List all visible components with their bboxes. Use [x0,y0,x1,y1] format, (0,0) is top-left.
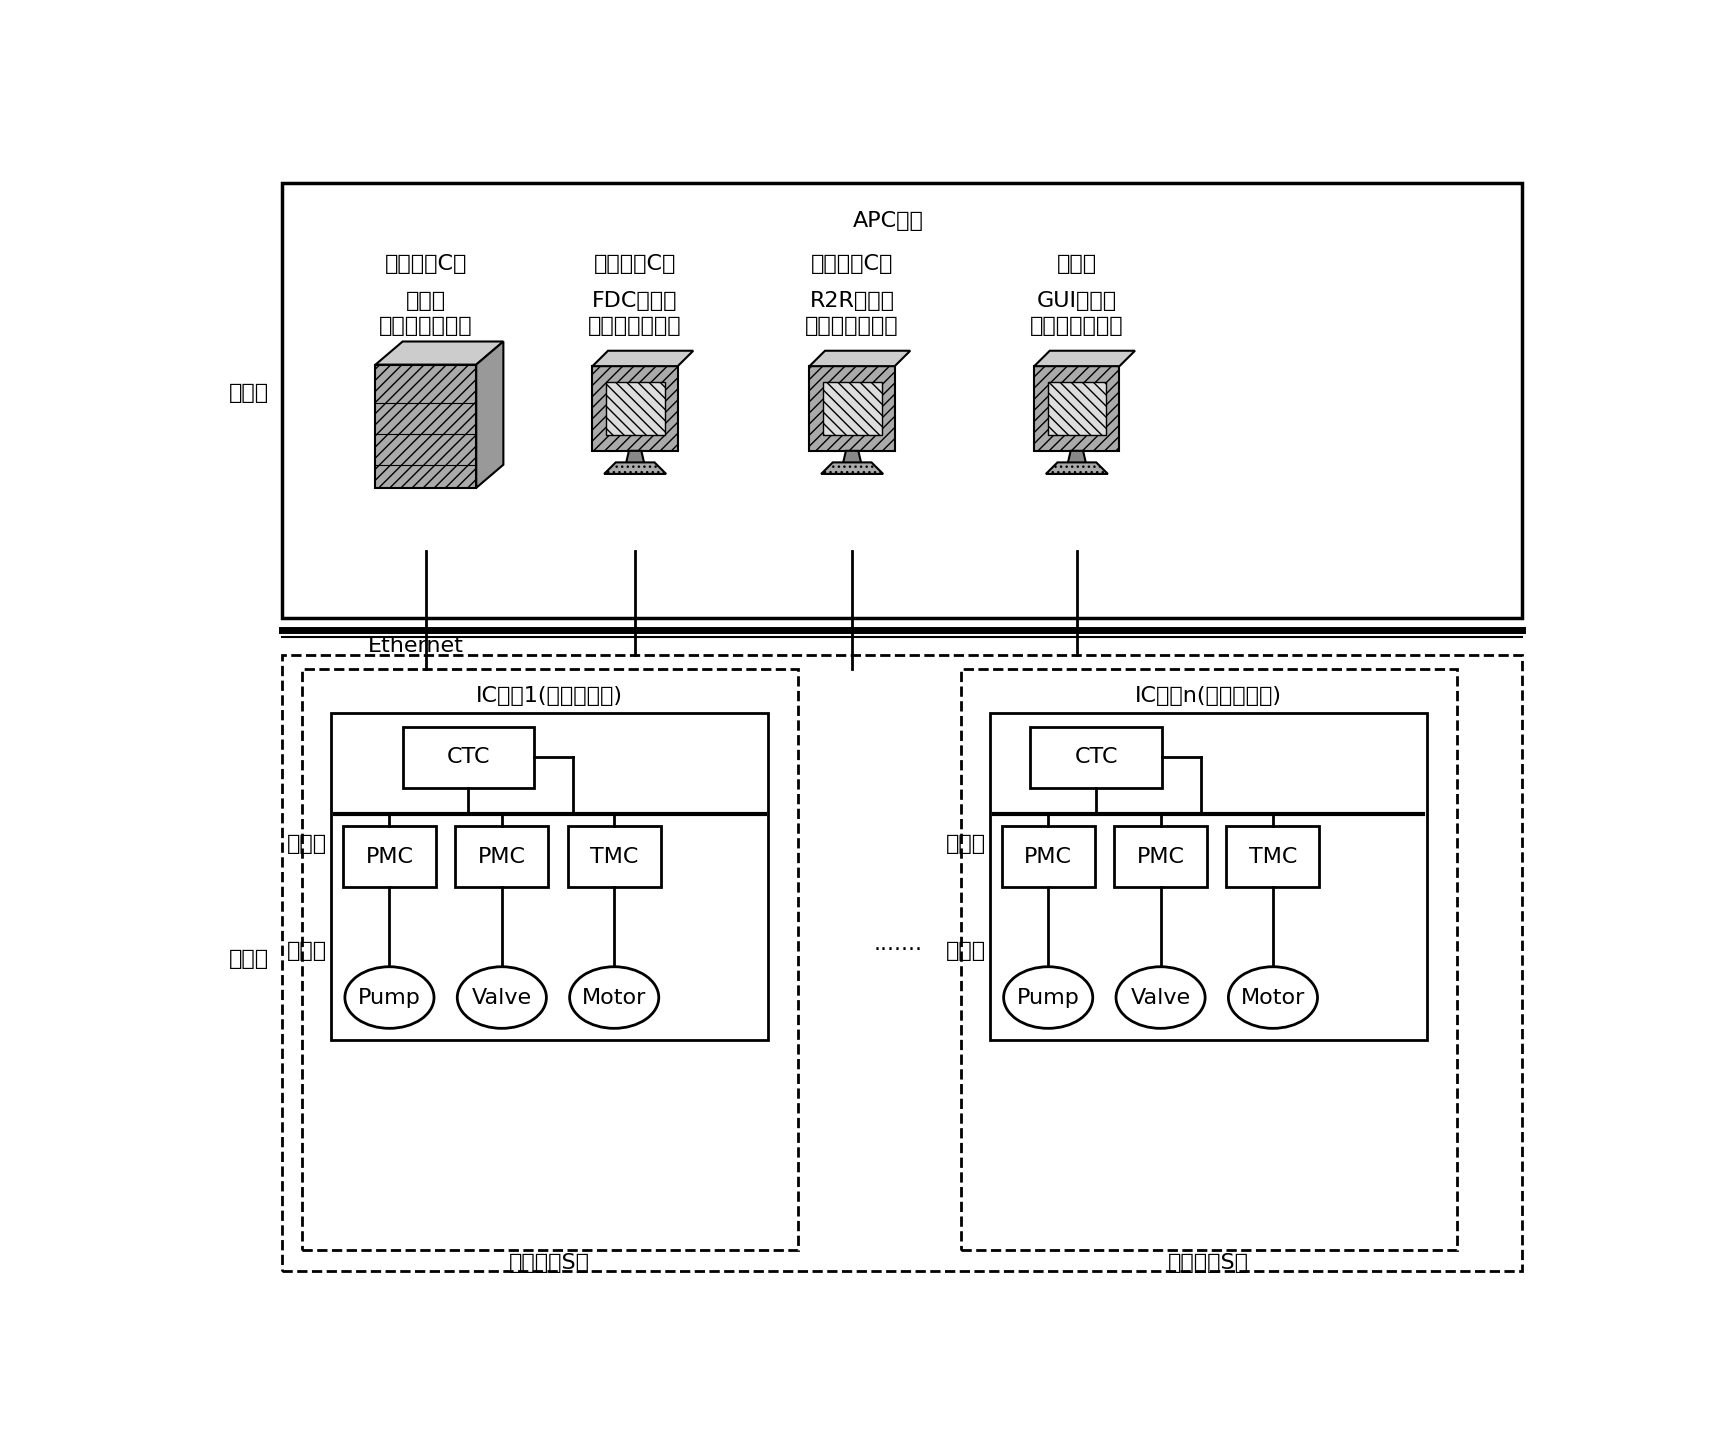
Bar [1034,366,1119,451]
Bar [331,712,767,1040]
Text: 从设备（S）: 从设备（S） [509,1253,591,1273]
Text: （数据消费者）: （数据消费者） [805,315,899,336]
Bar [1114,826,1207,887]
Text: Pump: Pump [1017,987,1079,1007]
Text: 从设备（S）: 从设备（S） [1167,1253,1249,1273]
Bar [402,726,533,789]
Text: 装备层: 装备层 [229,949,268,969]
Text: （数据消费者）: （数据消费者） [379,315,473,336]
Polygon shape [1046,463,1107,475]
Polygon shape [476,341,502,488]
Polygon shape [376,341,502,365]
Text: Ethernet: Ethernet [367,637,464,657]
Text: 主设备: 主设备 [1057,255,1096,275]
Text: 控制层: 控制层 [288,833,327,854]
Polygon shape [624,451,646,475]
Bar [809,366,894,451]
Text: .......: ....... [873,933,923,954]
Polygon shape [840,451,863,475]
Text: 数据库: 数据库 [405,291,445,311]
Text: PMC: PMC [478,846,525,867]
Bar [343,826,436,887]
Bar [376,365,476,488]
Polygon shape [809,350,909,366]
Text: PMC: PMC [1136,846,1185,867]
Text: （数据消费者）: （数据消费者） [1029,315,1122,336]
Bar [301,669,797,1250]
Bar [568,826,660,887]
Text: TMC: TMC [589,846,637,867]
Text: IC装备n(数据提供者): IC装备n(数据提供者) [1134,686,1282,706]
Text: CTC: CTC [447,747,490,767]
Bar [1048,382,1105,436]
Text: Valve: Valve [1129,987,1190,1007]
Text: TMC: TMC [1249,846,1296,867]
Text: 控制层: 控制层 [946,833,986,854]
Text: 从设备（C）: 从设备（C） [594,255,675,275]
Bar [1001,826,1095,887]
Text: 从设备（C）: 从设备（C） [385,255,468,275]
Text: R2R计算机: R2R计算机 [809,291,894,311]
Ellipse shape [457,967,546,1029]
Text: IC装备1(数据提供者): IC装备1(数据提供者) [476,686,624,706]
Ellipse shape [345,967,433,1029]
Bar [960,669,1457,1250]
Polygon shape [592,350,693,366]
Bar [606,382,663,436]
Text: PMC: PMC [365,846,414,867]
Text: 从设备（C）: 从设备（C） [811,255,892,275]
Polygon shape [1034,350,1134,366]
Text: （数据消费者）: （数据消费者） [587,315,682,336]
Bar [456,826,547,887]
Text: Motor: Motor [582,987,646,1007]
Bar [989,712,1427,1040]
Bar [592,366,677,451]
Bar [823,382,882,436]
Polygon shape [1065,451,1088,475]
Text: GUI计算机: GUI计算机 [1036,291,1117,311]
Bar [282,182,1522,618]
Text: Motor: Motor [1240,987,1304,1007]
Text: Pump: Pump [359,987,421,1007]
Text: CTC: CTC [1074,747,1117,767]
Text: 设备层: 设备层 [288,942,327,961]
Text: Valve: Valve [471,987,532,1007]
Bar [1031,726,1162,789]
Text: FDC计算机: FDC计算机 [592,291,677,311]
Text: PMC: PMC [1024,846,1072,867]
Ellipse shape [1115,967,1204,1029]
Text: APC应用: APC应用 [852,211,923,232]
Polygon shape [821,463,883,475]
Bar [1226,826,1318,887]
Text: 设备层: 设备层 [946,942,986,961]
Text: 企业层: 企业层 [229,383,268,404]
Bar [282,655,1522,1270]
Ellipse shape [1003,967,1093,1029]
Ellipse shape [570,967,658,1029]
Polygon shape [604,463,665,475]
Ellipse shape [1228,967,1316,1029]
